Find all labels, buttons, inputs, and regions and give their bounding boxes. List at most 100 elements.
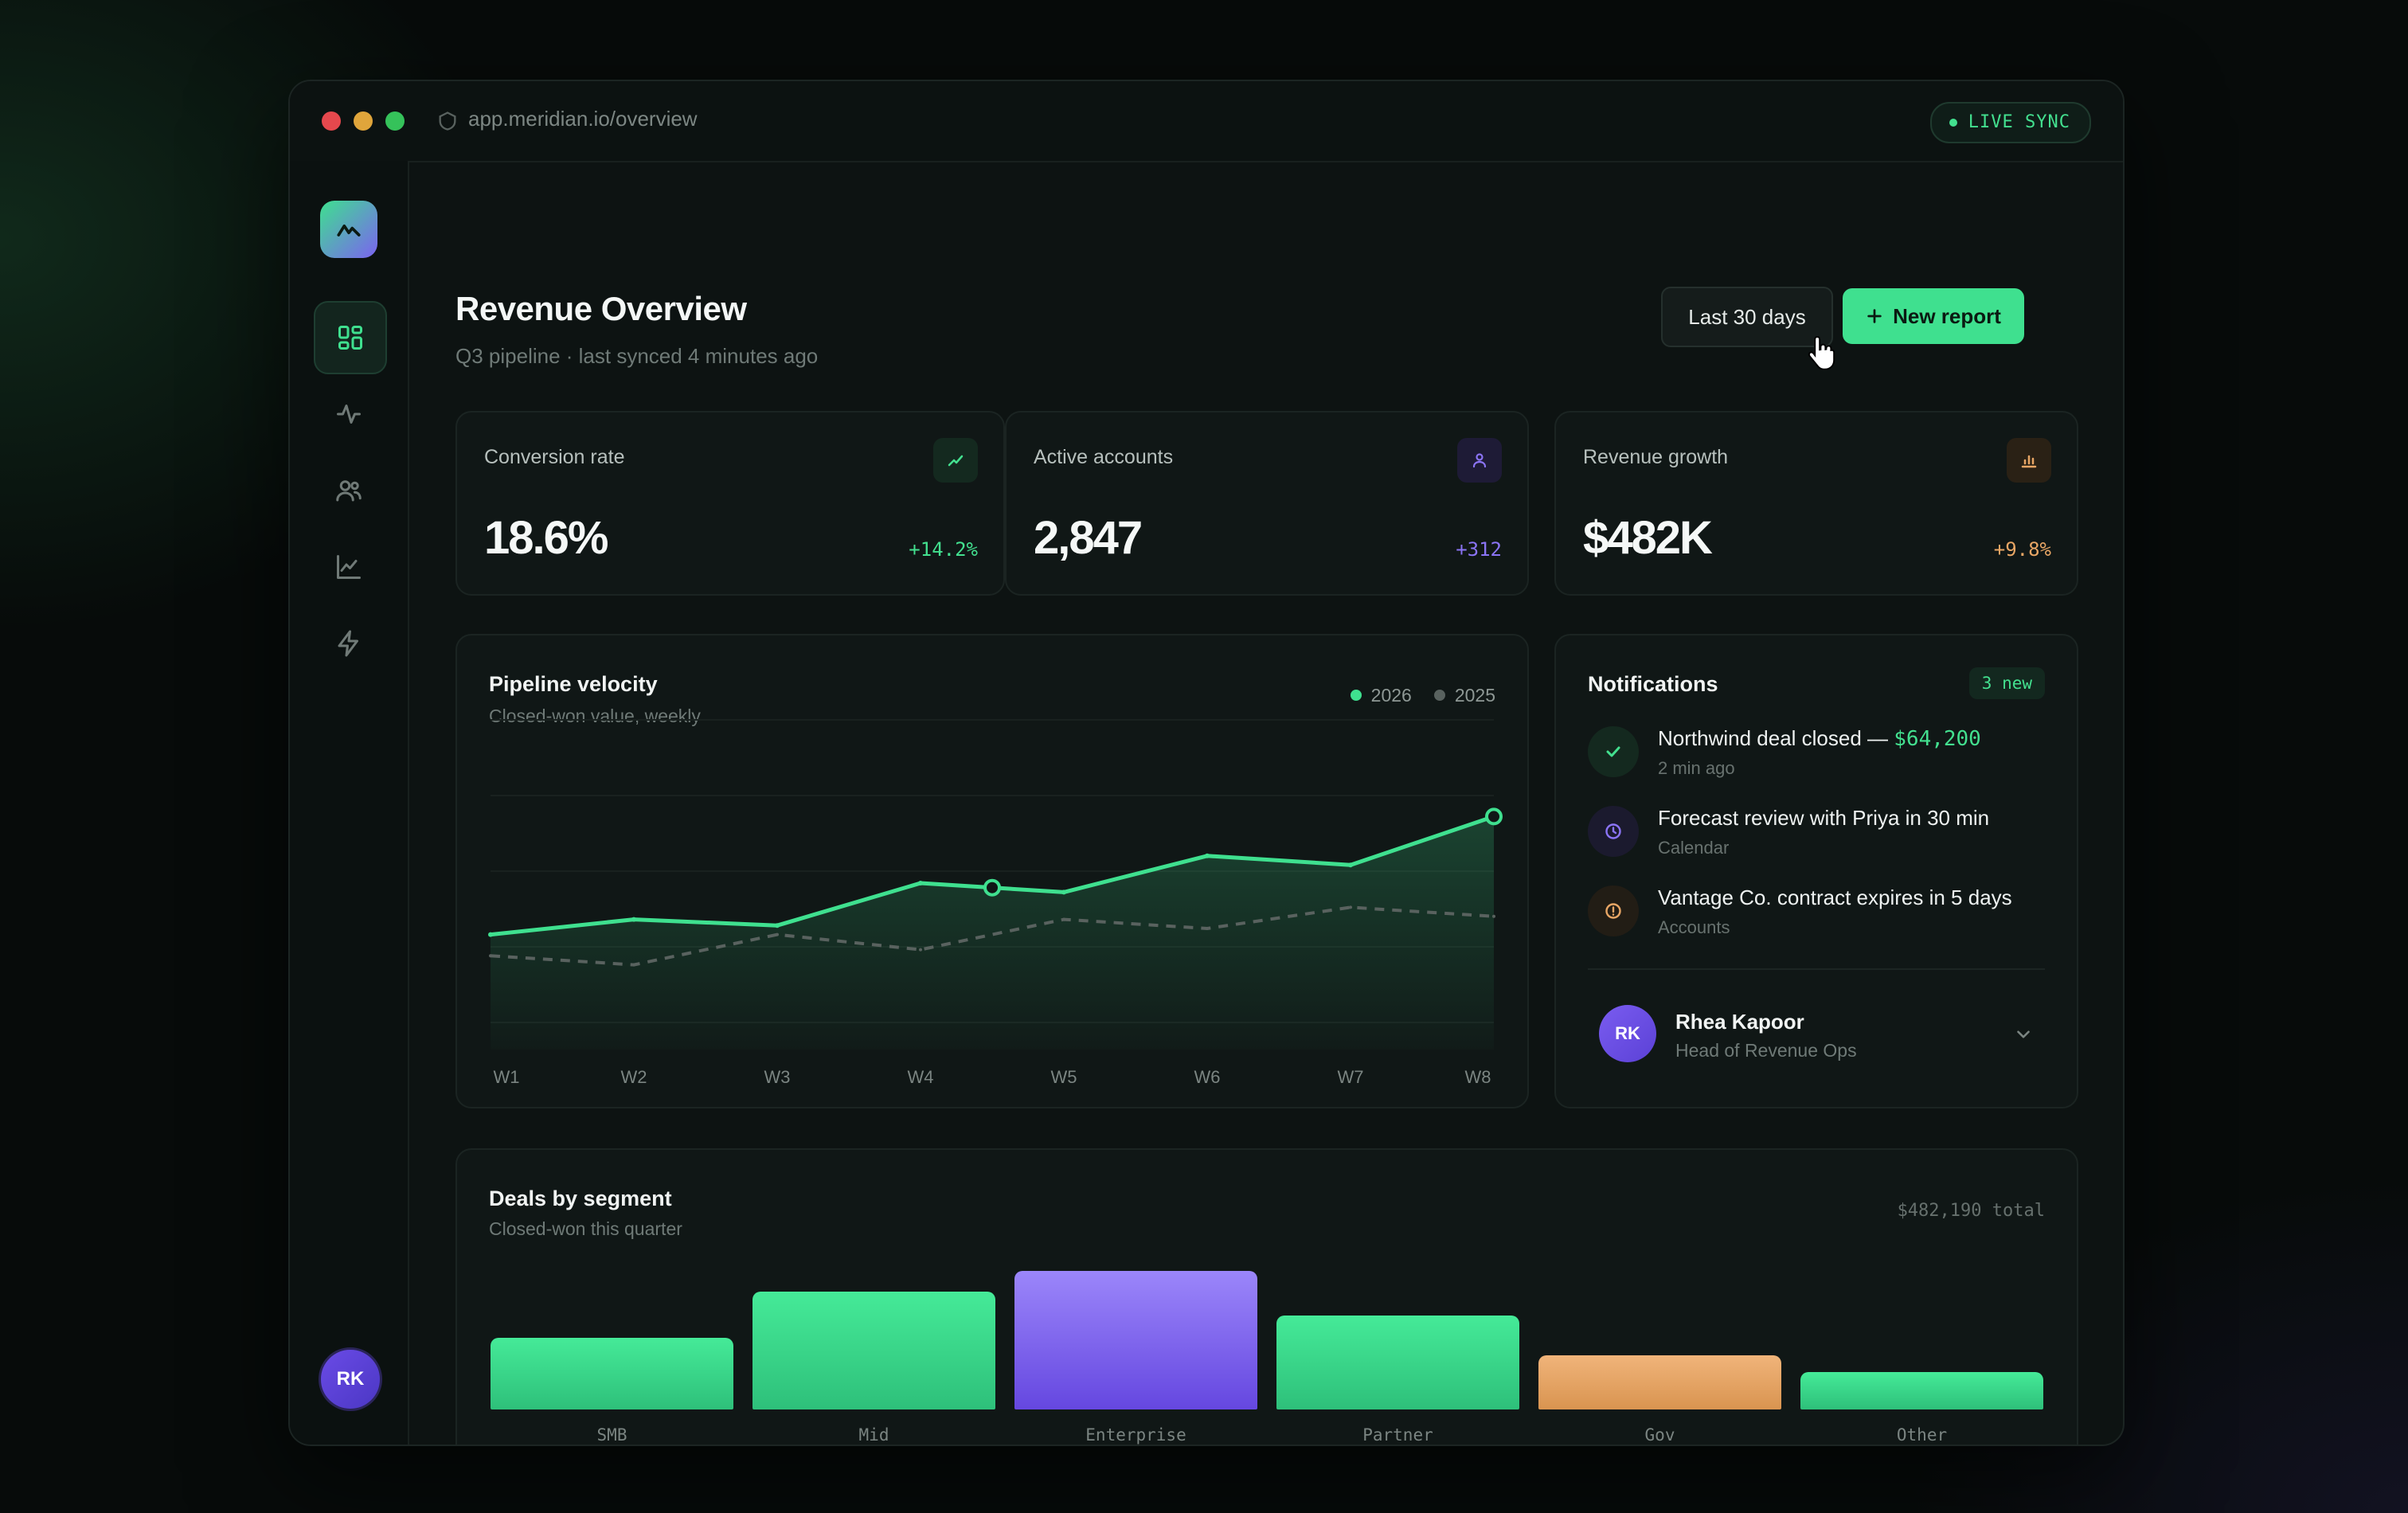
notification-title: Forecast review with Priya in 30 min xyxy=(1658,806,1990,830)
pipeline-card: Pipeline velocity Closed-won value, week… xyxy=(455,634,1529,1108)
data-point-2025 xyxy=(1062,917,1065,921)
segments-card: Deals by segment Closed-won this quarter… xyxy=(455,1148,2078,1445)
notification-item[interactable]: Vantage Co. contract expires in 5 days A… xyxy=(1588,886,2045,949)
sidebar-item-analytics[interactable] xyxy=(314,532,384,602)
chart-legend: 2026 2025 xyxy=(1350,685,1495,706)
divider xyxy=(1588,968,2045,970)
sidebar-item-automations[interactable] xyxy=(314,608,384,678)
stat-card-conversion: Conversion rate 18.6% +14.2% xyxy=(455,411,1005,596)
stat-delta: +14.2% xyxy=(909,538,978,561)
bar-other[interactable] xyxy=(1800,1372,2043,1409)
data-point-2025 xyxy=(776,932,779,936)
notification-amount: $64,200 xyxy=(1894,727,1981,751)
stat-value: 2,847 xyxy=(1034,512,1143,564)
bar-label: Mid xyxy=(858,1425,889,1445)
notification-time: 2 min ago xyxy=(1658,758,1735,778)
notifications-title: Notifications xyxy=(1588,672,1718,696)
stat-value: 18.6% xyxy=(484,512,608,564)
pipeline-subtitle: Closed-won value, weekly xyxy=(489,706,701,726)
title-bar: app.meridian.io/overview LIVE SYNC xyxy=(290,81,2123,162)
bar-label: SMB xyxy=(596,1425,627,1445)
app-logo[interactable] xyxy=(320,201,377,258)
live-sync-badge: LIVE SYNC xyxy=(1929,102,2091,143)
notification-source: Calendar xyxy=(1658,838,1730,858)
legend-item-2026[interactable]: 2026 xyxy=(1350,685,1412,706)
check-icon xyxy=(1588,726,1639,777)
data-point-2026 xyxy=(1205,853,1210,858)
chevron-down-icon[interactable] xyxy=(2013,1024,2034,1045)
minimize-window-button[interactable] xyxy=(354,111,373,131)
bar-label: Gov xyxy=(1644,1425,1675,1445)
data-point-2025 xyxy=(632,963,635,967)
data-point-2026 xyxy=(488,932,493,937)
page-title: Revenue Overview xyxy=(455,290,747,327)
user-icon xyxy=(1457,438,1502,483)
url-bar[interactable]: app.meridian.io/overview xyxy=(468,107,698,131)
mountain-logo-icon xyxy=(337,224,361,237)
alert-icon xyxy=(1588,886,1639,936)
stat-delta: +312 xyxy=(1456,538,1502,561)
segments-title: Deals by segment xyxy=(489,1187,672,1210)
highlight-point[interactable] xyxy=(983,878,1001,897)
notification-item[interactable]: Forecast review with Priya in 30 min Cal… xyxy=(1588,806,2045,870)
stat-label: Revenue growth xyxy=(1583,446,1729,468)
bar-gov[interactable] xyxy=(1538,1355,1781,1409)
segments-total: $482,190 total xyxy=(1897,1201,2045,1221)
x-tick-label: W1 xyxy=(494,1067,520,1087)
pipeline-chart: W1 W2 W3 W4 W5 W6 W7 W8 xyxy=(488,719,1503,1087)
notifications-badge: 3 new xyxy=(1968,667,2045,699)
highlight-point[interactable] xyxy=(1485,807,1503,826)
data-point-2026 xyxy=(631,917,636,922)
legend-item-2025[interactable]: 2025 xyxy=(1433,685,1495,706)
trend-up-icon xyxy=(933,438,978,483)
data-point-2025 xyxy=(1492,914,1495,918)
grid-icon xyxy=(338,326,362,350)
bar-enterprise[interactable] xyxy=(1014,1271,1257,1409)
x-tick-label: W3 xyxy=(764,1067,791,1087)
maximize-window-button[interactable] xyxy=(385,111,405,131)
bar-smb[interactable] xyxy=(491,1337,733,1409)
new-report-button[interactable]: New report xyxy=(1843,288,2024,344)
bolt-icon xyxy=(338,630,358,657)
line-chart-icon xyxy=(337,555,361,579)
sidebar-item-dashboard[interactable] xyxy=(314,301,387,374)
bar-mid[interactable] xyxy=(752,1292,995,1409)
pipeline-title: Pipeline velocity xyxy=(489,672,658,696)
profile-avatar: RK xyxy=(1599,1005,1656,1062)
notifications-card: Notifications 3 new Northwind deal close… xyxy=(1554,634,2078,1108)
bar-partner[interactable] xyxy=(1276,1315,1519,1409)
notification-source: Accounts xyxy=(1658,917,1730,937)
segments-bar-chart: SMB Mid Enterprise Partner Gov Other xyxy=(457,1150,2077,1445)
date-range-button[interactable]: Last 30 days xyxy=(1661,287,1833,347)
data-point-2026 xyxy=(775,923,780,929)
stat-label: Active accounts xyxy=(1034,446,1174,468)
bar-label: Enterprise xyxy=(1085,1425,1186,1445)
user-avatar[interactable]: RK xyxy=(319,1347,382,1411)
notification-item[interactable]: Northwind deal closed — $64,200 2 min ag… xyxy=(1588,726,2045,790)
x-tick-label: W2 xyxy=(621,1067,647,1087)
data-point-2025 xyxy=(489,954,492,958)
sidebar: RK xyxy=(290,161,409,1445)
segments-subtitle: Closed-won this quarter xyxy=(489,1218,682,1239)
new-report-label: New report xyxy=(1893,303,2001,328)
shield-icon xyxy=(439,111,456,131)
page-subtitle: Q3 pipeline · last synced 4 minutes ago xyxy=(455,344,819,368)
data-point-2025 xyxy=(1206,927,1209,930)
stat-label: Conversion rate xyxy=(484,446,625,468)
x-tick-label: W4 xyxy=(908,1067,934,1087)
close-window-button[interactable] xyxy=(322,111,341,131)
x-tick-label: W6 xyxy=(1194,1067,1221,1087)
notification-title: Vantage Co. contract expires in 5 days xyxy=(1658,886,2012,909)
sidebar-item-activity[interactable] xyxy=(314,379,384,449)
stat-delta: +9.8% xyxy=(1993,538,2051,561)
sidebar-item-users[interactable] xyxy=(314,455,384,526)
series-line-2025 xyxy=(490,905,1495,967)
data-point-2026 xyxy=(1061,889,1066,895)
plus-icon xyxy=(1867,309,1882,323)
series-area-2026 xyxy=(491,816,1494,1050)
x-tick-label: W5 xyxy=(1051,1067,1077,1087)
x-tick-label: W8 xyxy=(1465,1067,1491,1087)
stat-card-accounts: Active accounts 2,847 +312 xyxy=(1005,411,1529,596)
bar-label: Other xyxy=(1896,1425,1948,1445)
bar-label: Partner xyxy=(1362,1425,1433,1445)
